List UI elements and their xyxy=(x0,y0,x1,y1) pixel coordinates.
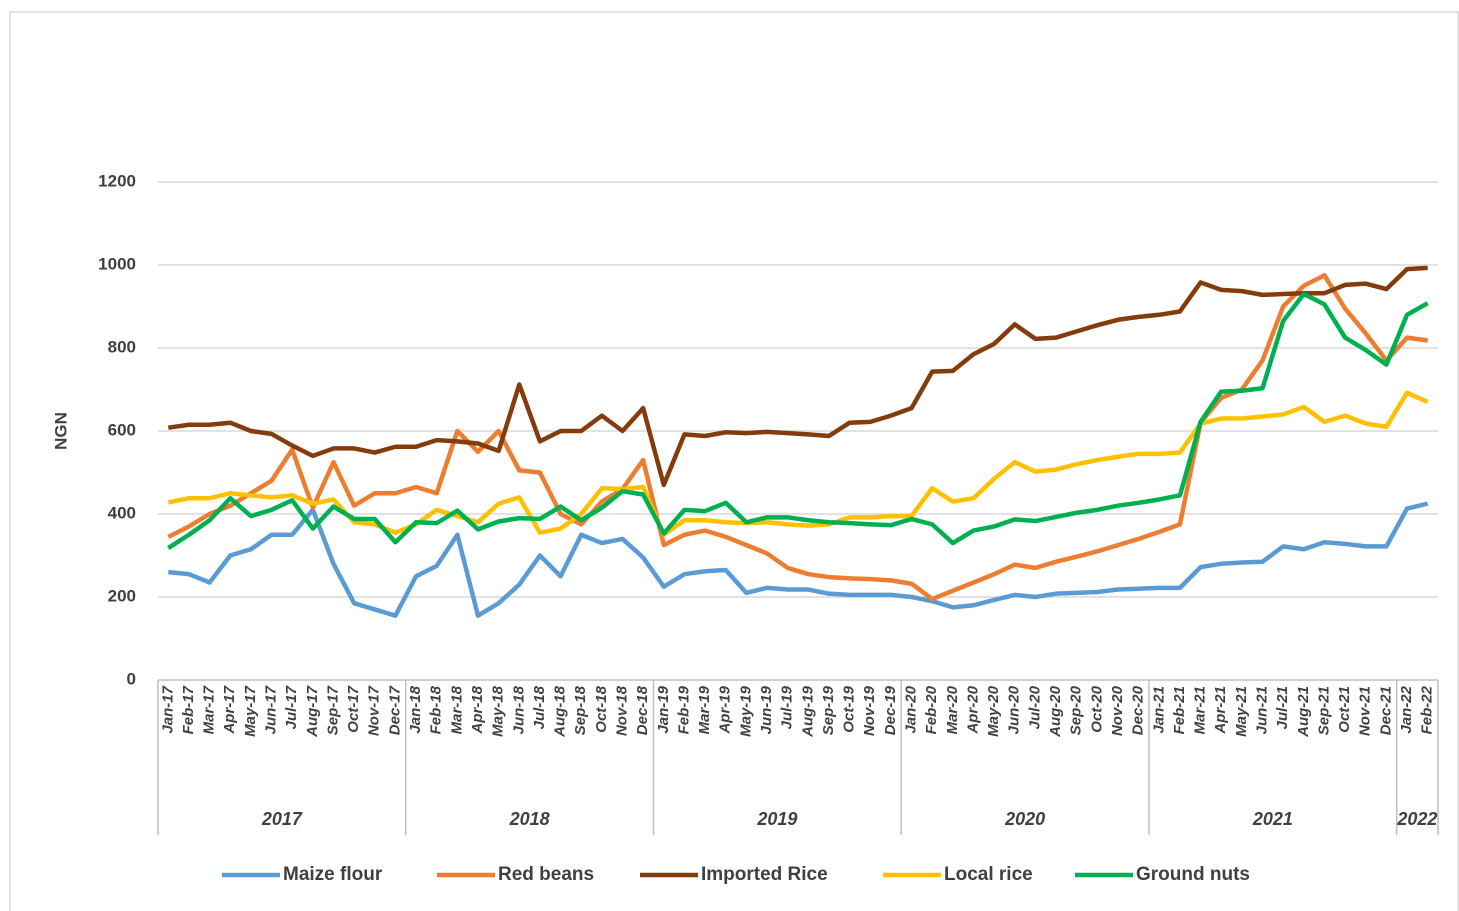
legend-label: Red beans xyxy=(498,864,594,885)
x-tick-label: Aug-18 xyxy=(552,685,569,737)
x-tick-label: Jul-17 xyxy=(283,685,300,729)
x-tick-label: Sep-18 xyxy=(572,685,589,735)
x-tick-label: Oct-17 xyxy=(345,685,362,732)
x-tick-label: Jun-18 xyxy=(510,685,527,734)
x-tick-label: Oct-21 xyxy=(1336,686,1353,733)
x-tick-label: Jun-17 xyxy=(263,685,280,734)
x-tick-label: Jul-20 xyxy=(1026,685,1043,729)
year-label: 2019 xyxy=(756,809,797,829)
x-tick-label: Nov-19 xyxy=(861,685,878,736)
x-tick-label: Mar-18 xyxy=(448,685,465,734)
x-tick-label: Oct-20 xyxy=(1088,685,1105,732)
year-label: 2018 xyxy=(509,809,550,829)
x-tick-label: Sep-21 xyxy=(1315,686,1332,735)
x-tick-label: Aug-19 xyxy=(799,685,816,737)
x-tick-label: Dec-19 xyxy=(882,685,899,735)
x-tick-label: Aug-17 xyxy=(304,685,321,737)
y-axis-label: NGN xyxy=(51,412,70,450)
x-tick-label: Sep-20 xyxy=(1068,685,1085,735)
x-tick-label: Apr-17 xyxy=(221,685,238,734)
legend-label: Imported Rice xyxy=(701,864,828,885)
x-tick-label: Jan-20 xyxy=(903,685,920,733)
year-label: 2021 xyxy=(1252,809,1293,829)
x-tick-label: May-18 xyxy=(490,685,507,737)
series-line xyxy=(167,273,1428,602)
x-tick-label: Jul-19 xyxy=(779,685,796,729)
series-line xyxy=(168,501,1429,618)
x-tick-label: Feb-22 xyxy=(1419,685,1436,734)
x-tick-label: Mar-17 xyxy=(201,685,218,734)
y-tick-label: 400 xyxy=(108,503,136,522)
x-tick-label: Oct-19 xyxy=(841,685,858,732)
x-tick-label: Aug-21 xyxy=(1295,686,1312,738)
x-tick-label: Nov-20 xyxy=(1109,685,1126,736)
x-tick-label: Jul-21 xyxy=(1274,686,1291,729)
x-tick-label: Feb-20 xyxy=(923,685,940,734)
x-tick-label: Jan-21 xyxy=(1150,686,1167,734)
x-tick-label: Dec-20 xyxy=(1130,685,1147,735)
x-tick-label: Nov-18 xyxy=(613,685,630,736)
x-tick-label: Feb-21 xyxy=(1171,686,1188,734)
x-tick-label: Apr-20 xyxy=(964,685,981,734)
x-tick-label: Sep-17 xyxy=(324,685,341,735)
x-tick-label: Apr-21 xyxy=(1212,686,1229,735)
x-tick-label: Nov-17 xyxy=(366,685,383,736)
y-tick-label: 1000 xyxy=(98,254,136,273)
x-tick-label: Feb-18 xyxy=(428,685,445,734)
x-tick-label: Jul-18 xyxy=(531,685,548,729)
y-tick-label: 800 xyxy=(108,337,136,356)
y-tick-label: 0 xyxy=(127,669,136,688)
x-tick-label: Apr-18 xyxy=(469,685,486,734)
year-label: 2017 xyxy=(261,809,303,829)
x-tick-label: Aug-20 xyxy=(1047,685,1064,737)
x-tick-label: Jun-19 xyxy=(758,685,775,734)
x-tick-label: Feb-17 xyxy=(180,685,197,734)
x-tick-label: May-17 xyxy=(242,685,259,737)
x-tick-label: Mar-20 xyxy=(944,685,961,734)
x-tick-label: Jan-19 xyxy=(655,685,672,733)
x-tick-label: Mar-21 xyxy=(1192,686,1209,734)
year-label: 2020 xyxy=(1004,809,1045,829)
chart-frame xyxy=(9,11,1459,911)
x-tick-label: Jun-20 xyxy=(1006,685,1023,734)
x-tick-label: Jan-17 xyxy=(159,685,176,733)
x-tick-label: Apr-19 xyxy=(717,685,734,734)
year-label: 2022 xyxy=(1396,809,1437,829)
legend-label: Local rice xyxy=(944,864,1033,885)
x-tick-label: Jan-22 xyxy=(1398,685,1415,733)
x-tick-label: Dec-21 xyxy=(1377,686,1394,735)
legend-label: Ground nuts xyxy=(1136,864,1250,885)
x-tick-label: Dec-18 xyxy=(634,685,651,735)
series-line xyxy=(167,291,1429,550)
x-tick-label: Feb-19 xyxy=(675,685,692,734)
series-line xyxy=(168,265,1428,488)
x-tick-label: Dec-17 xyxy=(386,685,403,735)
x-tick-label: May-20 xyxy=(985,685,1002,737)
y-tick-label: 200 xyxy=(108,586,136,605)
x-tick-label: Mar-19 xyxy=(696,685,713,734)
x-tick-label: May-19 xyxy=(737,685,754,737)
x-tick-label: Jun-21 xyxy=(1253,686,1270,734)
x-tick-label: Oct-18 xyxy=(593,685,610,732)
x-tick-label: Jan-18 xyxy=(407,685,424,733)
y-tick-label: 600 xyxy=(108,420,136,439)
x-tick-label: Nov-21 xyxy=(1357,686,1374,736)
y-tick-label: 1200 xyxy=(98,171,136,190)
x-tick-label: May-21 xyxy=(1233,686,1250,737)
legend-label: Maize flour xyxy=(283,864,383,885)
x-tick-label: Sep-19 xyxy=(820,685,837,735)
